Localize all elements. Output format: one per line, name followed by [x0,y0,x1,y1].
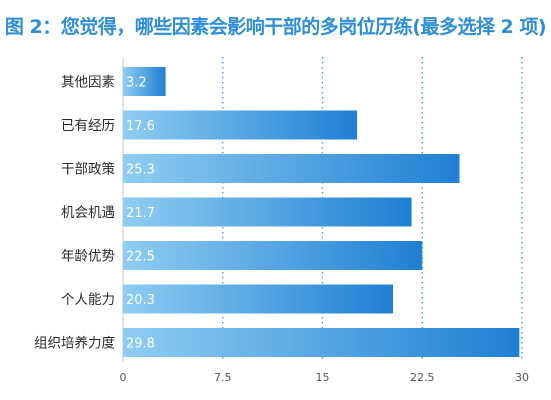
category-label: 组织培养力度 [34,336,115,352]
data-label: 25.3 [126,163,155,178]
x-tick-label: 30 [515,371,529,384]
bar [123,110,358,140]
data-label: 20.3 [126,293,155,308]
bar [123,154,460,183]
data-label: 3.2 [126,76,147,91]
bar [123,67,166,96]
bar [123,241,423,270]
data-label: 22.5 [126,250,155,265]
bar [123,328,520,357]
category-label: 其他因素 [61,75,115,91]
category-label: 干部政策 [61,161,115,178]
x-tick-label: 0 [120,371,127,384]
category-label: 个人能力 [61,292,115,308]
chart-title: 图 2：您觉得，哪些因素会影响干部的多岗位历练(最多选择 2 项) [4,16,547,38]
category-label: 已有经历 [61,118,115,134]
bar [123,197,412,227]
x-tick-label: 7.5 [214,371,232,384]
x-tick-label: 15 [316,371,330,384]
bar [123,284,393,314]
category-label: 年龄优势 [61,249,115,265]
data-label: 29.8 [126,337,155,352]
category-label: 机会机遇 [61,205,115,221]
data-label: 17.6 [126,119,155,134]
data-label: 21.7 [126,206,155,221]
x-tick-label: 22.5 [410,371,435,384]
